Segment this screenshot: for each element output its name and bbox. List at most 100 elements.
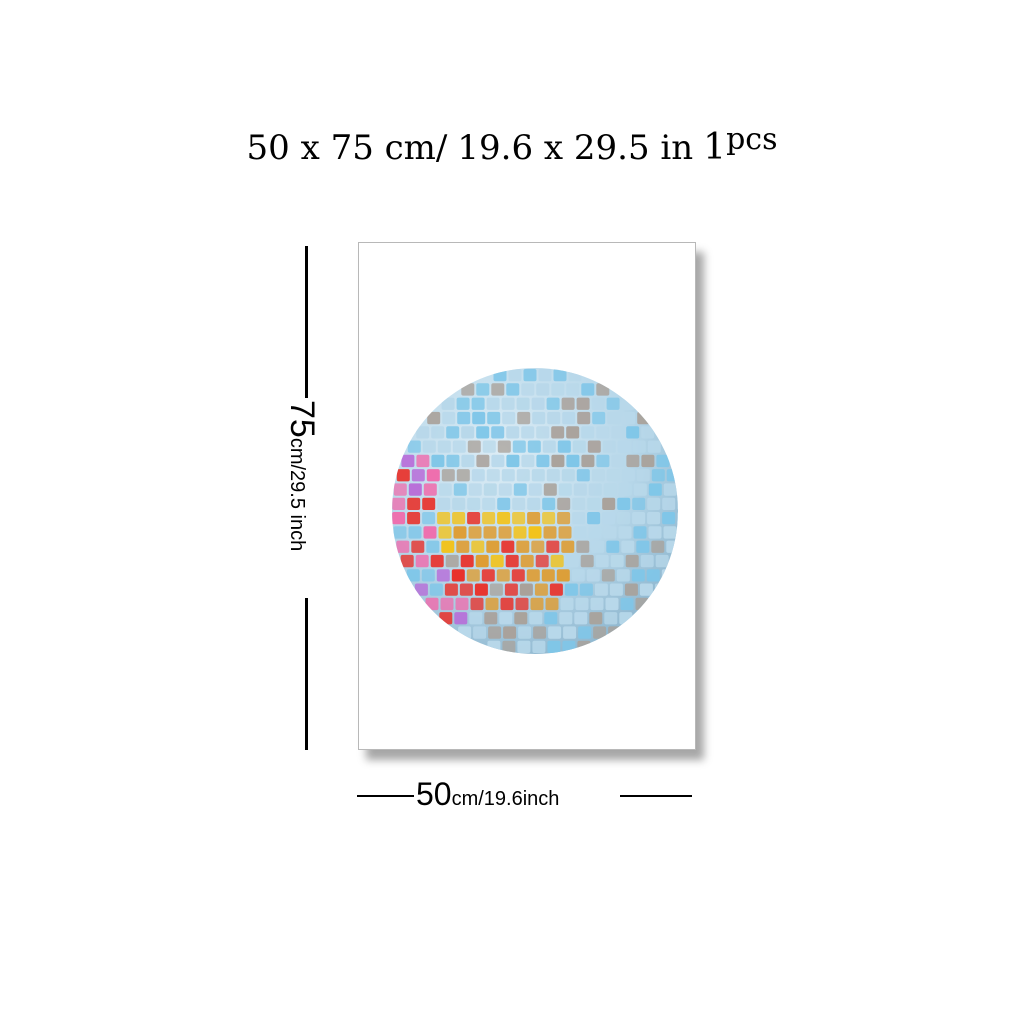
mirror-tile xyxy=(561,397,575,410)
mirror-tile xyxy=(393,483,407,496)
mirror-tile xyxy=(586,569,600,582)
mirror-tile xyxy=(392,497,406,510)
mirror-tile xyxy=(666,540,678,553)
width-value: 50 xyxy=(416,776,452,812)
mirror-tile xyxy=(618,526,632,539)
size-inch-text: 19.6 x 29.5 in xyxy=(457,128,694,168)
mirror-tile xyxy=(529,612,543,625)
mirror-tile xyxy=(452,512,466,525)
mirror-tile xyxy=(631,569,645,582)
mirror-tile xyxy=(662,497,676,510)
mirror-tile xyxy=(511,569,525,582)
mirror-tile xyxy=(437,497,451,510)
mirror-tile xyxy=(562,411,576,425)
mirror-tile xyxy=(637,411,651,425)
mirror-tile xyxy=(626,426,640,439)
mirror-tile xyxy=(502,640,516,653)
mirror-tile xyxy=(501,397,515,410)
mirror-tile xyxy=(593,626,607,639)
mirror-tile xyxy=(485,597,499,611)
mirror-tile xyxy=(610,554,624,568)
mirror-tile xyxy=(414,583,428,596)
mirror-tile xyxy=(545,597,559,611)
mirror-tile xyxy=(603,526,617,539)
mirror-tile xyxy=(426,469,440,482)
mirror-tile xyxy=(521,454,535,468)
mirror-tile xyxy=(487,640,501,653)
mirror-tile xyxy=(474,583,488,596)
mirror-tile xyxy=(471,540,485,553)
mirror-tile xyxy=(536,454,550,468)
mirror-tile xyxy=(641,454,655,468)
mirror-tile xyxy=(543,483,557,496)
mirror-tile xyxy=(617,440,631,453)
mirror-tile xyxy=(546,397,560,410)
mirror-tile xyxy=(621,469,635,482)
mirror-tile xyxy=(491,426,505,439)
mirror-tile xyxy=(549,583,563,596)
mirror-tile xyxy=(606,397,620,410)
mirror-tile xyxy=(632,512,646,525)
mirror-tile xyxy=(461,426,475,439)
mirror-tile xyxy=(601,569,615,582)
height-value: 75 xyxy=(283,400,321,438)
mirror-tile xyxy=(633,483,647,496)
mirror-tile xyxy=(467,512,481,525)
mirror-tile xyxy=(482,497,496,510)
mirror-tile xyxy=(618,483,632,496)
mirror-tile xyxy=(551,454,565,468)
quantity-unit: pcs xyxy=(726,122,778,157)
mirror-tile xyxy=(504,583,518,596)
mirror-tile xyxy=(499,612,513,625)
mirror-tile xyxy=(458,626,472,639)
mirror-tile xyxy=(551,383,565,396)
mirror-tile xyxy=(531,469,545,482)
mirror-tile xyxy=(596,426,610,439)
mirror-tile xyxy=(581,454,595,468)
mirror-tile xyxy=(602,440,616,453)
mirror-tile xyxy=(527,497,541,510)
mirror-tile xyxy=(421,569,435,582)
mirror-tile xyxy=(444,583,458,596)
mirror-tile xyxy=(489,583,503,596)
mirror-tile xyxy=(587,512,601,525)
mirror-tile xyxy=(438,526,452,539)
mirror-tile xyxy=(516,540,530,553)
mirror-tile xyxy=(561,540,575,553)
mirror-tile xyxy=(655,554,669,568)
mirror-tile xyxy=(392,512,406,525)
mirror-tile xyxy=(512,440,526,453)
mirror-tile xyxy=(467,440,481,453)
mirror-tile xyxy=(493,369,507,382)
mirror-tile xyxy=(647,440,661,453)
mirror-tile xyxy=(574,612,588,625)
mirror-tile xyxy=(482,512,496,525)
mirror-tile xyxy=(543,526,557,539)
mirror-tile xyxy=(548,626,562,639)
mirror-tile xyxy=(577,411,591,425)
mirror-tile xyxy=(484,612,498,625)
mirror-tile xyxy=(527,512,541,525)
mirror-tile xyxy=(457,411,471,425)
mirror-tile xyxy=(535,554,549,568)
mirror-tile xyxy=(471,397,485,410)
mirror-tile xyxy=(520,554,534,568)
mirror-tile xyxy=(393,526,407,539)
height-dimension-line-bottom xyxy=(305,598,308,750)
width-dimension-line-right xyxy=(620,795,692,797)
mirror-tile xyxy=(619,612,633,625)
mirror-tile xyxy=(550,554,564,568)
mirror-tile xyxy=(506,454,520,468)
mirror-tile xyxy=(461,383,475,396)
size-title: 50 x 75 cm/19.6 x 29.5 in 1pcs xyxy=(0,122,1024,168)
mirror-tile xyxy=(602,497,616,510)
mirror-tile xyxy=(561,469,575,482)
mirror-tile xyxy=(587,497,601,510)
mirror-tile xyxy=(557,440,571,453)
mirror-tile xyxy=(514,612,528,625)
mirror-tile xyxy=(526,569,540,582)
mirror-tile xyxy=(408,526,422,539)
mirror-tile xyxy=(482,440,496,453)
mirror-tile xyxy=(451,569,465,582)
mirror-tile xyxy=(459,583,473,596)
